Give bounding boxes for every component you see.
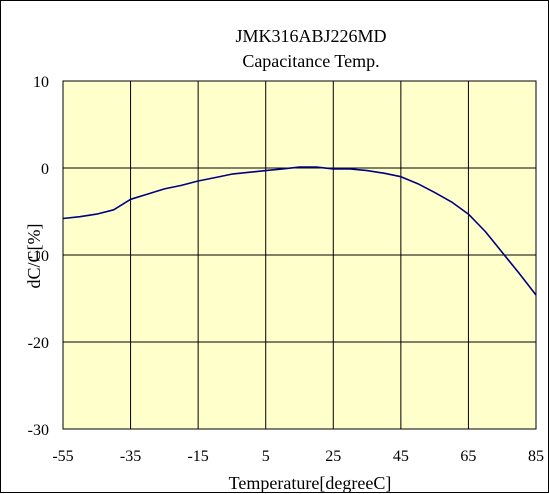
plot-border: [62, 80, 537, 430]
x-tick-label: -55: [52, 448, 73, 465]
x-tick-label: 65: [460, 448, 476, 465]
x-tick-label: -15: [187, 448, 208, 465]
chart-subtitle: Capacitance Temp.: [242, 51, 379, 71]
x-tick-label: 5: [262, 448, 270, 465]
y-tick-label: 0: [41, 161, 49, 178]
x-tick-label: 25: [325, 448, 341, 465]
chart-title: JMK316ABJ226MD: [235, 26, 386, 46]
x-axis-label: Temperature[degreeC]: [229, 473, 392, 493]
y-tick-label: 10: [33, 74, 49, 91]
x-tick-label: 85: [528, 448, 544, 465]
y-tick-label: -10: [28, 248, 49, 265]
x-tick-label: -35: [120, 448, 141, 465]
y-axis-label: dC/C[%]: [24, 224, 44, 289]
series-line: [62, 166, 537, 296]
y-tick-label: -30: [28, 422, 49, 439]
y-tick-label: -20: [28, 335, 49, 352]
tick-labels: -55 -35 -15 5 25 45 65 85 10 0 -10 -20 -30: [28, 74, 544, 465]
x-tick-label: 45: [393, 448, 409, 465]
